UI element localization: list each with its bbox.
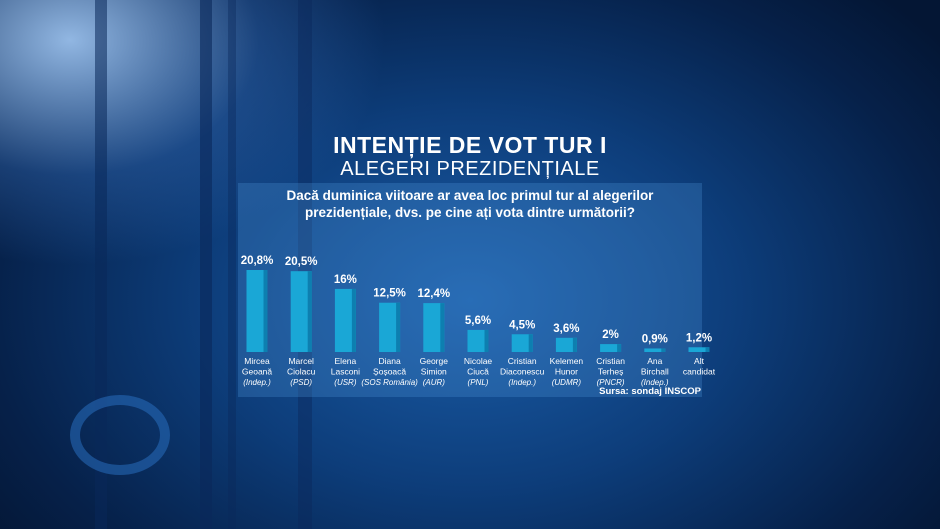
bar-shade bbox=[484, 329, 489, 352]
data-label: 5,6% bbox=[465, 315, 491, 327]
category-label: Birchall bbox=[641, 367, 669, 377]
bg-stripe bbox=[228, 0, 236, 529]
data-label: 3,6% bbox=[553, 323, 579, 335]
party-label: (Indep.) bbox=[641, 378, 669, 387]
category-label: Alt bbox=[694, 356, 705, 366]
bar bbox=[334, 288, 356, 352]
data-label: 2% bbox=[602, 329, 619, 341]
party-label: (USR) bbox=[334, 378, 357, 387]
bar-shade bbox=[351, 288, 356, 352]
party-label: (PSD) bbox=[290, 378, 312, 387]
party-label: (Indep.) bbox=[508, 378, 536, 387]
category-label: George bbox=[420, 356, 449, 366]
bar-shade bbox=[307, 271, 312, 352]
background-graphic bbox=[70, 395, 170, 475]
data-label: 1,2% bbox=[686, 332, 712, 344]
party-label: (UDMR) bbox=[552, 378, 582, 387]
data-label: 12,4% bbox=[417, 288, 450, 300]
bg-stripe bbox=[200, 0, 212, 529]
bar bbox=[511, 334, 533, 352]
category-label: Șoșoacă bbox=[373, 367, 406, 377]
category-label: Nicolae bbox=[464, 356, 493, 366]
bar bbox=[467, 329, 489, 352]
category-label: Diana bbox=[378, 356, 400, 366]
bar-shade bbox=[528, 334, 533, 352]
bar-shade bbox=[617, 344, 622, 352]
data-label: 16% bbox=[334, 274, 357, 286]
bar bbox=[688, 347, 710, 352]
bar-shade bbox=[440, 303, 445, 352]
party-label: (AUR) bbox=[423, 378, 446, 387]
data-label: 20,5% bbox=[285, 256, 318, 268]
data-label: 20,8% bbox=[241, 255, 274, 267]
category-label: Mircea bbox=[244, 356, 270, 366]
category-label: Cristian bbox=[596, 356, 625, 366]
party-label: (SOS România) bbox=[361, 378, 418, 387]
data-label: 4,5% bbox=[509, 319, 535, 331]
bar-shade bbox=[396, 302, 401, 352]
category-label: Geoană bbox=[242, 367, 273, 377]
bar bbox=[246, 270, 268, 352]
bg-stripe bbox=[298, 0, 312, 529]
survey-question: Dacă duminica viitoare ar avea loc primu… bbox=[238, 187, 702, 221]
bar bbox=[423, 303, 445, 352]
source-note: Sursa: sondaj INSCOP bbox=[599, 386, 701, 397]
bar bbox=[555, 337, 577, 352]
category-label: Simion bbox=[421, 367, 447, 377]
bar-shade bbox=[661, 348, 666, 352]
category-label: Hunor bbox=[555, 367, 578, 377]
category-label: Ana bbox=[647, 356, 662, 366]
page-title: INTENȚIE DE VOT TUR I bbox=[333, 132, 607, 158]
bar-shade bbox=[263, 270, 268, 352]
category-label: Ciolacu bbox=[287, 367, 316, 377]
category-label: candidat bbox=[683, 367, 716, 377]
bar bbox=[600, 344, 622, 352]
category-label: Terheș bbox=[598, 367, 624, 377]
bar bbox=[379, 302, 401, 352]
question-line-1: Dacă duminica viitoare ar avea loc primu… bbox=[286, 188, 654, 203]
bar bbox=[290, 271, 312, 352]
category-label: Diaconescu bbox=[500, 367, 545, 377]
bar-shade bbox=[705, 347, 710, 352]
page-subtitle: ALEGERI PREZIDENȚIALE bbox=[340, 158, 600, 180]
category-label: Cristian bbox=[508, 356, 537, 366]
bar-shade bbox=[572, 337, 577, 352]
category-label: Kelemen bbox=[550, 356, 584, 366]
category-label: Marcel bbox=[288, 356, 314, 366]
category-label: Lasconi bbox=[331, 367, 360, 377]
bar bbox=[644, 348, 666, 352]
category-label: Elena bbox=[335, 356, 357, 366]
category-label: Ciucă bbox=[467, 367, 489, 377]
question-line-2: prezidențiale, dvs. pe cine ați vota din… bbox=[304, 205, 636, 220]
party-label: (PNL) bbox=[468, 378, 489, 387]
data-label: 12,5% bbox=[373, 288, 406, 300]
party-label: (Indep.) bbox=[243, 378, 271, 387]
data-label: 0,9% bbox=[642, 333, 668, 345]
chart-panel bbox=[238, 183, 702, 397]
party-label: (PNCR) bbox=[597, 378, 625, 387]
